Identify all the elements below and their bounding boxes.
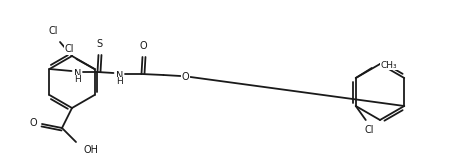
Text: Cl: Cl [65,44,74,54]
Text: Cl: Cl [48,26,58,36]
Text: H: H [74,76,81,85]
Text: N: N [74,69,81,79]
Text: Cl: Cl [364,125,374,135]
Text: O: O [30,118,37,128]
Text: OH: OH [84,145,99,155]
Text: H: H [116,78,123,86]
Text: S: S [97,39,102,49]
Text: N: N [116,71,123,81]
Text: O: O [182,72,189,82]
Text: CH₃: CH₃ [381,61,397,70]
Text: O: O [139,41,147,51]
